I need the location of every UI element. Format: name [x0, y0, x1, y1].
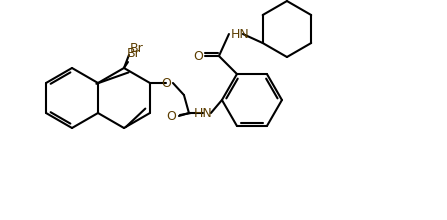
Text: Br: Br — [127, 47, 141, 60]
Text: O: O — [193, 50, 203, 62]
Text: Br: Br — [130, 42, 144, 55]
Text: HN: HN — [231, 28, 250, 40]
Text: HN: HN — [194, 106, 212, 119]
Text: O: O — [161, 77, 171, 90]
Text: O: O — [166, 110, 176, 123]
